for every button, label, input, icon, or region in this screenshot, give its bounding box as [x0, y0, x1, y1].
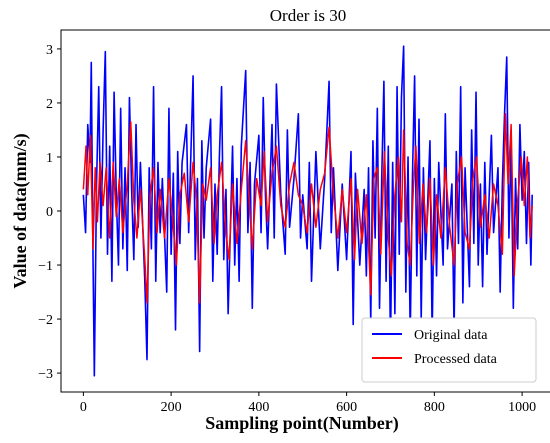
x-tick-label: 0 — [80, 400, 87, 415]
y-tick-label: 2 — [46, 97, 53, 112]
legend: Original data Processed data — [361, 317, 537, 383]
x-tick-label: 400 — [248, 400, 269, 415]
legend-label: Original data — [414, 328, 488, 343]
series-layer — [82, 45, 533, 377]
y-tick-label: 3 — [46, 43, 53, 58]
legend-label: Processed data — [414, 352, 498, 367]
x-tick-label: 600 — [336, 400, 357, 415]
x-axis-label: Sampling point(Number) — [205, 413, 399, 434]
y-tick-label: −2 — [38, 313, 53, 328]
y-tick-label: 0 — [46, 205, 53, 220]
x-tick-label: 200 — [161, 400, 182, 415]
legend-box — [361, 317, 537, 383]
x-tick-label: 1000 — [508, 400, 536, 415]
ticks-layer: 0 200 400 600 800 1000 −3 −2 −1 0 1 2 3 — [38, 43, 536, 415]
series-line-processed — [82, 113, 533, 304]
x-tick-label: 800 — [424, 400, 445, 415]
y-tick-label: −1 — [38, 259, 53, 274]
y-tick-label: 1 — [46, 151, 53, 166]
chart-title: Order is 30 — [270, 6, 346, 25]
y-tick-label: −3 — [38, 367, 53, 382]
y-axis-label: Value of data(mm/s) — [10, 133, 31, 288]
